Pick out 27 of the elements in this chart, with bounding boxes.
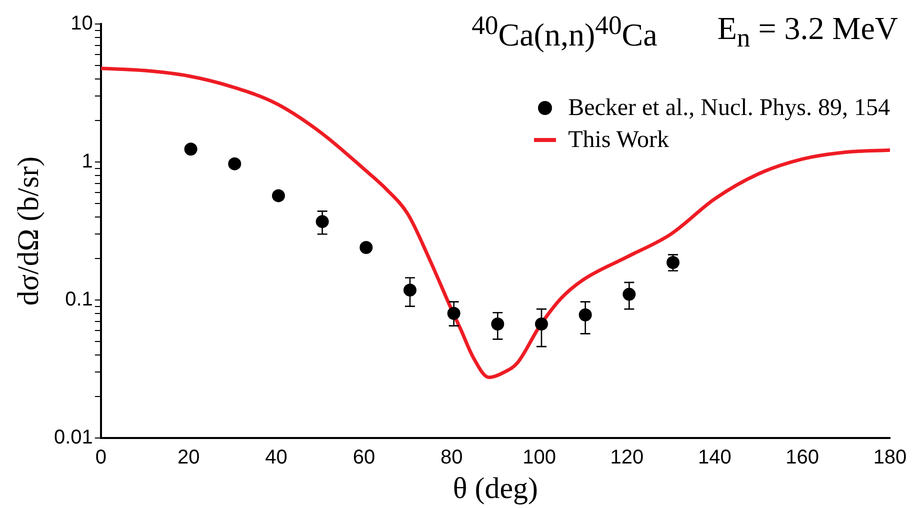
- chart-title: $^{40}$Ca(n,n)$^{40}$Ca: [472, 10, 658, 54]
- point: [272, 189, 285, 202]
- y-tick-label: 10: [70, 12, 93, 35]
- point: [228, 157, 242, 170]
- x-tick-label: 60: [352, 446, 376, 469]
- point: [403, 284, 416, 297]
- point: [360, 241, 373, 254]
- x-tick-label: 80: [440, 446, 463, 469]
- y-tick-label: 1: [82, 150, 93, 173]
- y-tick-label: 0.1: [65, 288, 93, 311]
- x-tick-label: 140: [698, 446, 732, 469]
- y-axis-title: dσ/dΩ (b/sr): [12, 156, 45, 306]
- x-tick-label: 180: [873, 446, 907, 469]
- y-tick-label: 0.01: [54, 426, 93, 449]
- x-tick-label: 0: [95, 446, 106, 469]
- point: [184, 142, 198, 156]
- line-series: [100, 66, 890, 380]
- x-tick-label: 120: [610, 446, 644, 469]
- legend-label: Becker et al., Nucl. Phys. 89, 154: [568, 94, 890, 122]
- point: [534, 318, 548, 330]
- legend-label: This Work: [568, 126, 670, 154]
- annotation: E$_{n}$ = 3.2 MeV: [717, 10, 898, 54]
- x-tick-label: 100: [522, 446, 556, 469]
- x-tick-label: 40: [265, 446, 288, 469]
- x-tick-label: 20: [177, 446, 200, 469]
- x-axis-title: θ (deg): [452, 472, 538, 505]
- x-tick-label: 160: [786, 446, 820, 469]
